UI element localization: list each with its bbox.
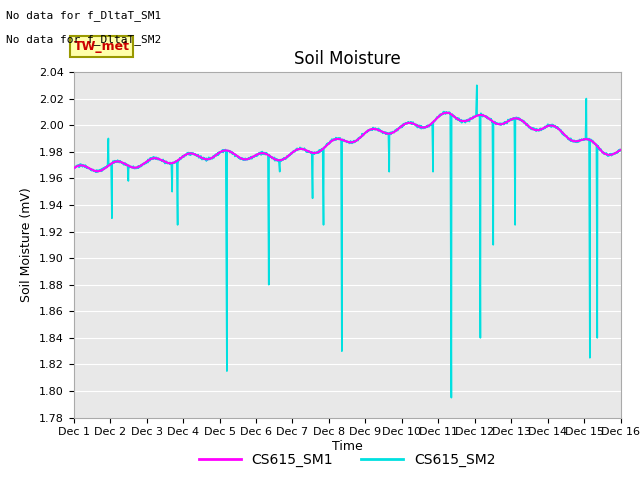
Y-axis label: Soil Moisture (mV): Soil Moisture (mV) <box>20 187 33 302</box>
Title: Soil Moisture: Soil Moisture <box>294 49 401 68</box>
Text: No data for f_DltaT_SM2: No data for f_DltaT_SM2 <box>6 34 162 45</box>
Legend: CS615_SM1, CS615_SM2: CS615_SM1, CS615_SM2 <box>193 448 501 473</box>
X-axis label: Time: Time <box>332 440 363 453</box>
Text: TW_met: TW_met <box>74 40 130 53</box>
Text: No data for f_DltaT_SM1: No data for f_DltaT_SM1 <box>6 10 162 21</box>
